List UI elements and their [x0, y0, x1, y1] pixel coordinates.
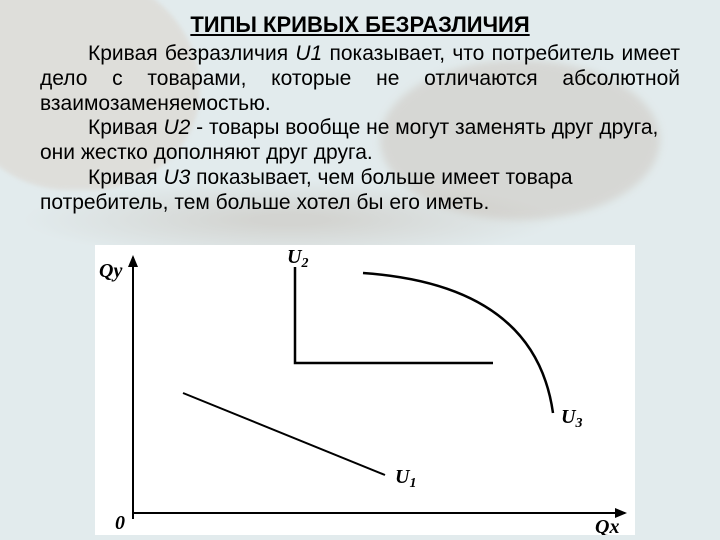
- p3-symbol: U3: [163, 166, 190, 189]
- svg-text:Qy: Qy: [99, 260, 122, 282]
- paragraph-u1: Кривая безразличия U1 показывает, что по…: [40, 42, 680, 116]
- svg-text:U1: U1: [395, 466, 416, 491]
- p1-symbol: U1: [295, 42, 322, 65]
- svg-text:U3: U3: [561, 406, 582, 431]
- p1-text-a: Кривая безразличия: [88, 42, 295, 65]
- p3-text-a: Кривая: [88, 166, 163, 189]
- svg-text:0: 0: [115, 512, 125, 534]
- indifference-chart: 0 Qy Qx U1 U2 U3: [95, 245, 635, 535]
- svg-text:U2: U2: [287, 246, 308, 271]
- svg-text:Qx: Qx: [595, 516, 619, 535]
- page-title: ТИПЫ КРИВЫХ БЕЗРАЗЛИЧИЯ: [40, 12, 680, 38]
- paragraph-u2: Кривая U2 - товары вообще не могут замен…: [40, 116, 680, 166]
- p2-symbol: U2: [163, 116, 190, 139]
- p2-text-a: Кривая: [88, 116, 163, 139]
- chart-svg: 0 Qy Qx U1 U2 U3: [95, 245, 635, 535]
- paragraph-u3: Кривая U3 показывает, чем больше имеет т…: [40, 166, 680, 216]
